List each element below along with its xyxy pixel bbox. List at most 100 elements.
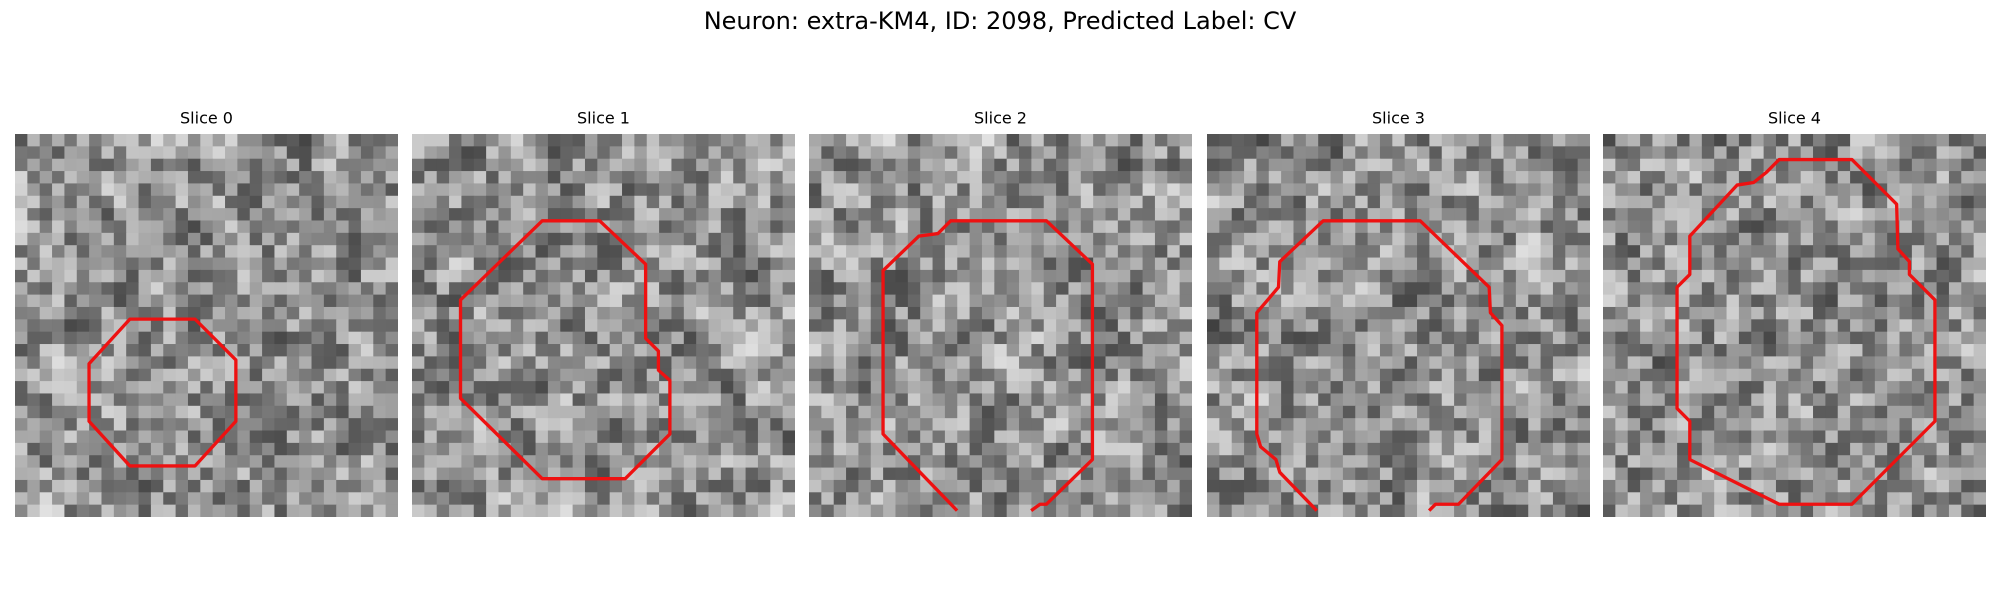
pixel [1404, 467, 1418, 481]
pixel [1281, 492, 1294, 506]
pixel [1615, 442, 1629, 456]
pixel [609, 306, 623, 320]
pixel [671, 146, 685, 160]
pixel [969, 430, 983, 444]
pixel [1417, 442, 1430, 456]
pixel [1130, 146, 1144, 160]
pixel [64, 158, 78, 172]
pixel [1031, 430, 1045, 444]
pixel [981, 442, 995, 456]
pixel [1565, 393, 1579, 407]
pixel [782, 344, 795, 357]
pixel [126, 467, 140, 481]
pixel [1219, 418, 1233, 432]
pixel [683, 306, 697, 320]
pixel [436, 269, 450, 283]
pixel [1813, 171, 1826, 184]
pixel [1788, 158, 1802, 172]
pixel [1293, 171, 1307, 184]
pixel [1603, 245, 1616, 259]
pixel [412, 344, 425, 357]
pixel [200, 492, 214, 506]
pixel [1738, 319, 1752, 333]
pixel [436, 504, 450, 517]
pixel [249, 220, 263, 234]
pixel [1652, 294, 1666, 308]
pixel [1603, 195, 1616, 209]
pixel [572, 504, 586, 517]
pixel [883, 306, 896, 320]
pixel [39, 356, 53, 370]
pixel [1577, 158, 1590, 172]
pixel [932, 319, 946, 333]
pixel [52, 282, 65, 296]
pixel [696, 344, 710, 357]
pixel [609, 418, 623, 432]
pixel [584, 356, 598, 370]
pixel [883, 146, 896, 160]
pixel [1640, 294, 1653, 308]
pixel [696, 195, 710, 209]
pixel [1367, 269, 1381, 283]
pixel [1887, 467, 1901, 481]
pixel [782, 183, 795, 197]
pixel [733, 195, 747, 209]
pixel [833, 344, 847, 357]
pixel [175, 158, 189, 172]
pixel [957, 146, 971, 160]
pixel [733, 257, 747, 271]
pixel [1117, 467, 1131, 481]
pixel [1167, 344, 1181, 357]
pixel [412, 368, 425, 382]
pixel [1701, 257, 1715, 271]
pixel [1355, 269, 1369, 283]
pixel [1961, 492, 1975, 506]
pixel [1130, 331, 1144, 345]
pixel [907, 183, 921, 197]
pixel [1367, 171, 1381, 184]
pixel [1701, 232, 1715, 246]
pixel [237, 183, 251, 197]
pixel [1677, 381, 1690, 394]
pixel [1627, 306, 1641, 320]
pixel [523, 368, 537, 382]
pixel [1577, 442, 1590, 456]
pixel [1689, 492, 1703, 506]
pixel [360, 479, 374, 493]
pixel [1503, 467, 1517, 481]
pixel [1961, 294, 1975, 308]
pixel [1093, 430, 1107, 444]
pixel [920, 158, 934, 172]
pixel [1701, 134, 1715, 147]
pixel [249, 479, 263, 493]
pixel [1726, 220, 1740, 234]
pixel [1701, 269, 1715, 283]
pixel [1887, 479, 1901, 493]
pixel [52, 208, 65, 221]
pixel [944, 467, 958, 481]
pixel [1825, 306, 1839, 320]
pixel [1615, 331, 1629, 345]
pixel [1068, 245, 1082, 259]
pixel [1367, 232, 1381, 246]
pixel [449, 418, 462, 432]
pixel [249, 368, 263, 382]
pixel [1552, 405, 1566, 419]
pixel [1640, 356, 1653, 370]
pixel [1738, 183, 1752, 197]
pixel [1577, 319, 1590, 333]
pixel [412, 467, 425, 481]
pixel [572, 405, 586, 419]
pixel [126, 171, 140, 184]
pixel [1677, 319, 1690, 333]
pixel [1540, 171, 1554, 184]
pixel [708, 306, 722, 320]
pixel [175, 220, 189, 234]
pixel [27, 381, 41, 394]
pixel [486, 344, 499, 357]
pixel [535, 504, 549, 517]
pixel [622, 306, 635, 320]
pixel [1330, 245, 1344, 259]
pixel [1019, 344, 1032, 357]
pixel [1454, 146, 1467, 160]
